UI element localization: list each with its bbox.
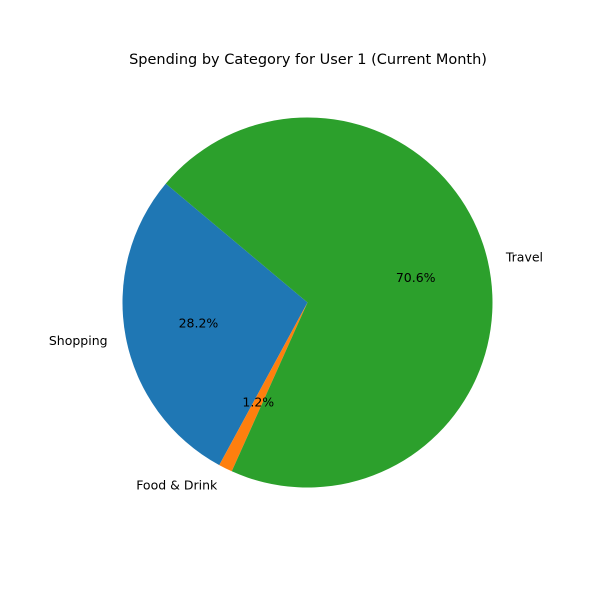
slice-label-shopping: Shopping bbox=[49, 333, 108, 348]
chart-title: Spending by Category for User 1 (Current… bbox=[129, 52, 487, 68]
pie-labels: Shopping 28.2% Food & Drink 1.2% Travel 70.6% bbox=[49, 250, 543, 493]
pie-slice-food-drink bbox=[219, 302, 308, 472]
slice-percent-travel: 70.6% bbox=[396, 270, 436, 285]
slice-label-travel: Travel bbox=[505, 250, 543, 265]
slice-percent-food-drink: 1.2% bbox=[242, 394, 274, 409]
pie-slice-shopping bbox=[122, 183, 308, 466]
pie-slice-travel bbox=[165, 117, 493, 488]
slice-percent-shopping: 28.2% bbox=[179, 316, 219, 331]
slice-label-food-drink: Food & Drink bbox=[136, 477, 218, 492]
pie-slices bbox=[122, 117, 493, 488]
